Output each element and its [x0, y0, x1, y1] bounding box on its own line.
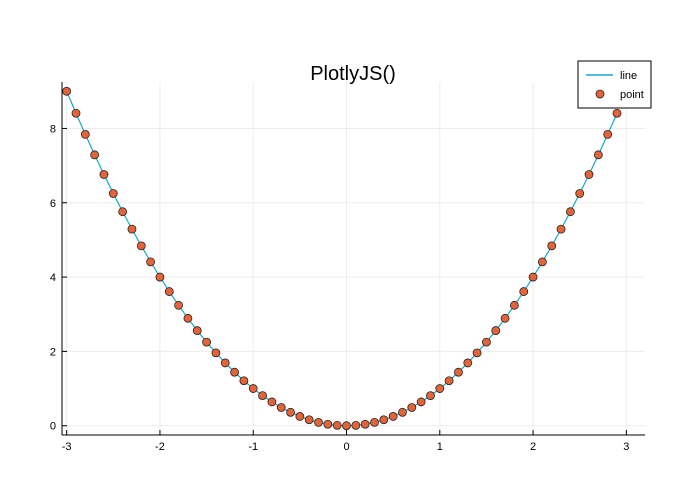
legend: line point: [577, 60, 652, 109]
data-point: [398, 407, 407, 417]
data-point: [603, 129, 613, 139]
y-tick-label: 6: [50, 198, 56, 210]
data-point: [80, 129, 90, 139]
data-point: [258, 391, 267, 401]
y-tick-label: 0: [50, 421, 56, 433]
data-point: [510, 300, 519, 310]
x-tick-label: 0: [343, 441, 349, 453]
data-point: [304, 415, 314, 425]
data-point: [248, 384, 258, 393]
data-point: [407, 403, 417, 412]
data-point: [314, 417, 323, 427]
y-tick-label: 2: [50, 346, 56, 358]
grid-lines: [62, 82, 645, 435]
x-tick-label: 2: [530, 441, 536, 453]
data-point: [342, 421, 351, 431]
data-point: [230, 367, 239, 377]
data-point: [556, 224, 566, 234]
data-point: [295, 412, 305, 421]
data-point: [528, 272, 538, 282]
data-point: [584, 170, 594, 179]
chart-title: PlotlyJS(): [310, 63, 396, 85]
data-point: [202, 337, 211, 347]
data-point: [426, 391, 435, 401]
data-point: [491, 326, 501, 335]
y-tick-label: 8: [50, 123, 56, 135]
data-point: [482, 337, 491, 347]
data-point: [463, 358, 473, 368]
plot-area: [62, 86, 622, 431]
data-point: [192, 326, 202, 335]
data-point: [286, 407, 295, 417]
data-point: [332, 420, 342, 430]
data-point: [220, 358, 230, 368]
data-point: [323, 419, 333, 429]
data-point: [127, 224, 137, 234]
data-point: [267, 397, 277, 407]
x-tick-label: 3: [623, 441, 629, 453]
data-point: [537, 257, 547, 267]
legend-label-line: line: [620, 70, 637, 82]
data-point: [472, 348, 482, 358]
x-tick-label: 1: [437, 441, 443, 453]
data-point: [388, 412, 398, 421]
y-tick-label: 4: [50, 272, 56, 284]
data-point: [593, 150, 603, 160]
x-tick-label: -1: [248, 441, 258, 453]
y-tick-labels: 0 2 4 6 8: [50, 123, 56, 432]
data-point: [174, 300, 184, 310]
data-point: [444, 376, 454, 386]
data-point: [118, 207, 128, 217]
data-point: [99, 170, 109, 179]
data-point: [90, 150, 100, 160]
axes: [61, 82, 645, 436]
data-point: [370, 417, 379, 427]
x-tick-label: -2: [155, 441, 165, 453]
data-point: [547, 241, 557, 251]
data-point: [62, 86, 72, 96]
data-point: [155, 272, 165, 282]
legend-box: [577, 60, 652, 109]
data-point: [575, 189, 585, 198]
legend-point-swatch: [595, 89, 605, 99]
data-point: [71, 108, 81, 118]
data-point: [211, 348, 221, 358]
data-point: [435, 384, 445, 393]
data-point: [500, 313, 510, 323]
data-point: [276, 403, 286, 412]
data-point: [183, 313, 193, 323]
data-point: [360, 419, 370, 429]
data-point: [379, 415, 389, 425]
x-tick-label: -3: [62, 441, 72, 453]
data-point: [108, 189, 118, 198]
data-point: [565, 207, 575, 217]
data-point: [351, 420, 361, 430]
data-point: [239, 376, 249, 386]
data-point: [416, 397, 426, 407]
data-point: [519, 287, 529, 296]
x-tick-labels: -3 -2 -1 0 1 2 3: [62, 441, 630, 453]
data-point: [612, 108, 622, 118]
legend-label-point: point: [620, 89, 644, 101]
data-point: [146, 257, 156, 267]
data-point: [164, 287, 174, 296]
data-point: [136, 241, 146, 251]
data-point: [454, 367, 463, 377]
